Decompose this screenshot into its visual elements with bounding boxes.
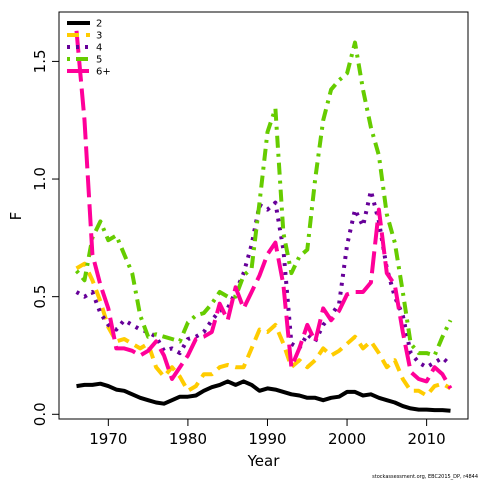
y-axis: 0.0 0.5 1.0 1.5 [31,49,60,426]
x-axis-title: Year [247,452,281,470]
y-tick-label: 0.5 [31,285,49,309]
credit-text: stockassessment.org, EBC2015_DP, r4844 [372,474,478,480]
legend-label-0: 2 [96,19,102,30]
x-axis: 1970 1980 1990 2000 2010 [89,418,446,448]
y-tick-label: 1.0 [31,167,49,191]
series-line-1 [75,261,452,398]
y-tick-label: 1.5 [31,49,49,73]
x-tick-label: 2010 [408,430,446,448]
series-line-4 [74,30,453,390]
legend-label-4: 6+ [96,67,111,78]
legend-label-2: 4 [96,43,102,54]
series-layer [74,30,453,413]
x-tick-label: 1980 [169,430,207,448]
x-tick-label: 1990 [248,430,286,448]
y-tick-label: 0.0 [31,402,49,426]
legend-label-3: 5 [96,55,102,66]
x-tick-label: 2000 [328,430,366,448]
series-line-0 [76,379,451,413]
y-axis-title: F [7,212,25,221]
x-tick-label: 1970 [89,430,127,448]
legend-label-1: 3 [96,31,102,42]
series-line-3 [74,40,453,358]
